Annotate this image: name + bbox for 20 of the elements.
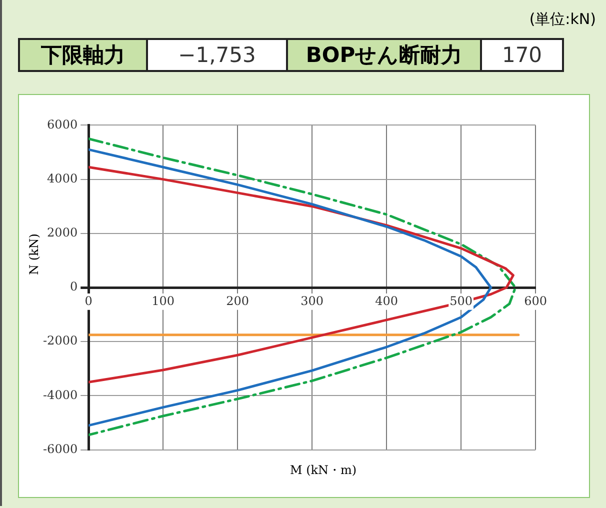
y-tick-label: 4000	[47, 171, 78, 186]
x-tick-label: 100	[152, 294, 175, 308]
text: 170	[481, 39, 563, 71]
x-tick-label: 300	[300, 294, 324, 308]
x-tick-label: 200	[226, 294, 250, 308]
x-tick-label: 400	[375, 294, 398, 308]
y-tick-label: -6000	[43, 442, 78, 456]
text: BOPせん断耐力	[287, 39, 481, 71]
x-tick-label: 0	[84, 294, 92, 308]
x-tick-label: 600	[524, 294, 547, 308]
text: 下限軸力	[19, 39, 147, 71]
y-axis-title: N (kN)	[27, 234, 41, 275]
y-tick-label: 2000	[47, 226, 78, 240]
y-tick-label: -2000	[43, 334, 78, 348]
x-axis-title: M (kN・m)	[290, 462, 357, 479]
text: (単位:kN)	[529, 10, 596, 29]
y-tick-label: 0	[70, 280, 78, 294]
text: −1,753	[147, 39, 287, 71]
y-tick-label: -4000	[43, 388, 78, 402]
y-tick-label: 6000	[47, 117, 78, 132]
